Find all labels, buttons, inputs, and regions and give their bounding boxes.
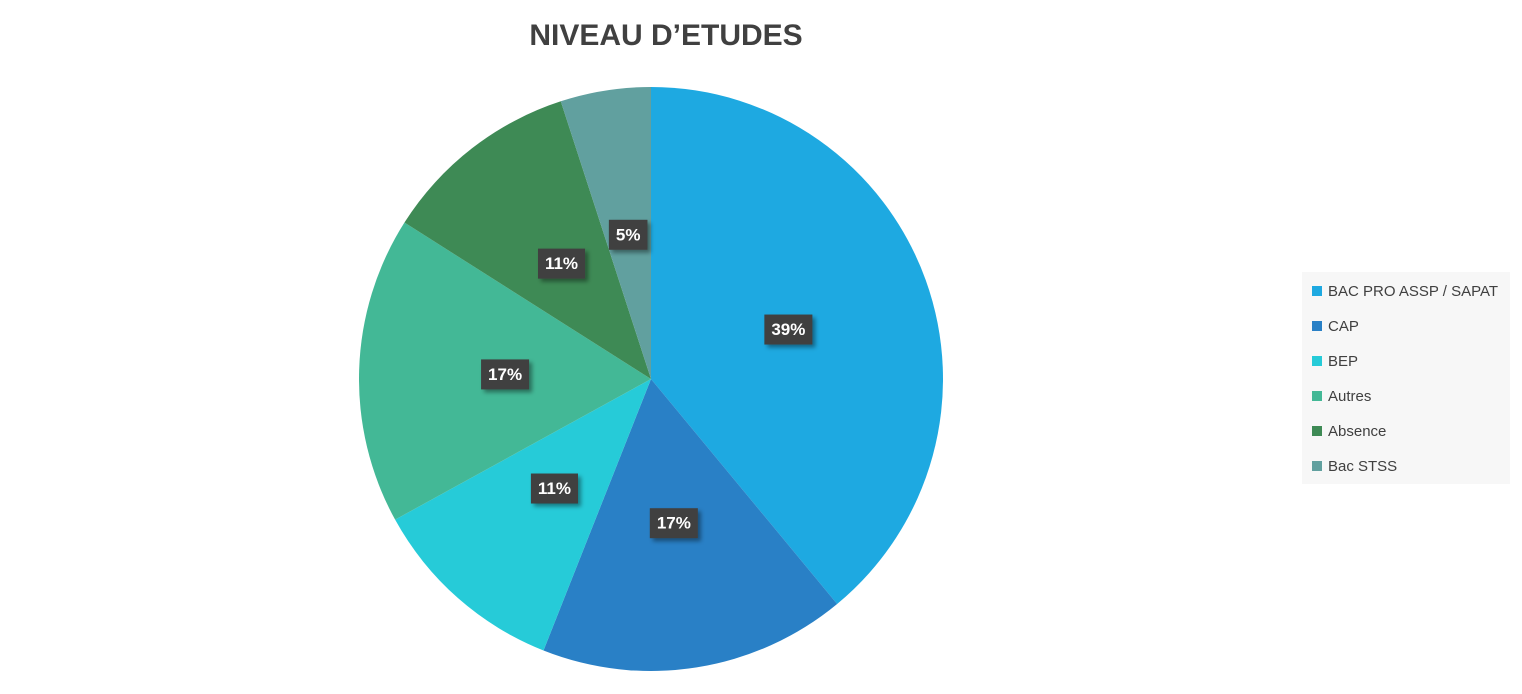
legend-text: BAC PRO ASSP / SAPAT [1328, 283, 1498, 300]
value-label: 11% [545, 254, 578, 273]
value-label-group: 17% [481, 359, 530, 390]
value-label-bg [530, 473, 578, 504]
chart-title: NIVEAU D’ETUDES [529, 19, 802, 52]
value-label-group: 11% [537, 248, 586, 279]
value-label-group: 39% [764, 314, 813, 345]
value-label: 5% [616, 225, 641, 244]
pie-slice [651, 87, 943, 604]
legend-swatch [1312, 286, 1322, 296]
pie-slice [560, 87, 651, 379]
value-label-group: 11% [530, 473, 578, 504]
legend-text: Absence [1328, 423, 1386, 440]
legend-text: Autres [1328, 388, 1371, 405]
value-label-bg [764, 314, 813, 345]
value-label-group: 17% [649, 508, 698, 539]
value-label-group: 5% [608, 219, 648, 250]
legend-swatch [1312, 321, 1322, 331]
legend-swatch [1312, 461, 1322, 471]
legend-swatch [1312, 391, 1322, 401]
legend-text: Bac STSS [1328, 458, 1397, 475]
legend-swatch [1312, 356, 1322, 366]
pie-slice [395, 379, 651, 651]
value-label-bg [537, 248, 586, 279]
value-label: 17% [488, 365, 522, 384]
value-label: 11% [538, 479, 571, 498]
value-label: 17% [657, 514, 691, 533]
legend-text: CAP [1328, 318, 1359, 335]
value-label-bg [649, 508, 698, 539]
value-label-bg [608, 219, 648, 250]
value-label-bg [481, 359, 530, 390]
value-label: 39% [771, 320, 805, 339]
legend-text: BEP [1328, 353, 1358, 370]
legend-box [1302, 272, 1510, 484]
pie-slice [404, 101, 651, 379]
legend-swatch [1312, 426, 1322, 436]
